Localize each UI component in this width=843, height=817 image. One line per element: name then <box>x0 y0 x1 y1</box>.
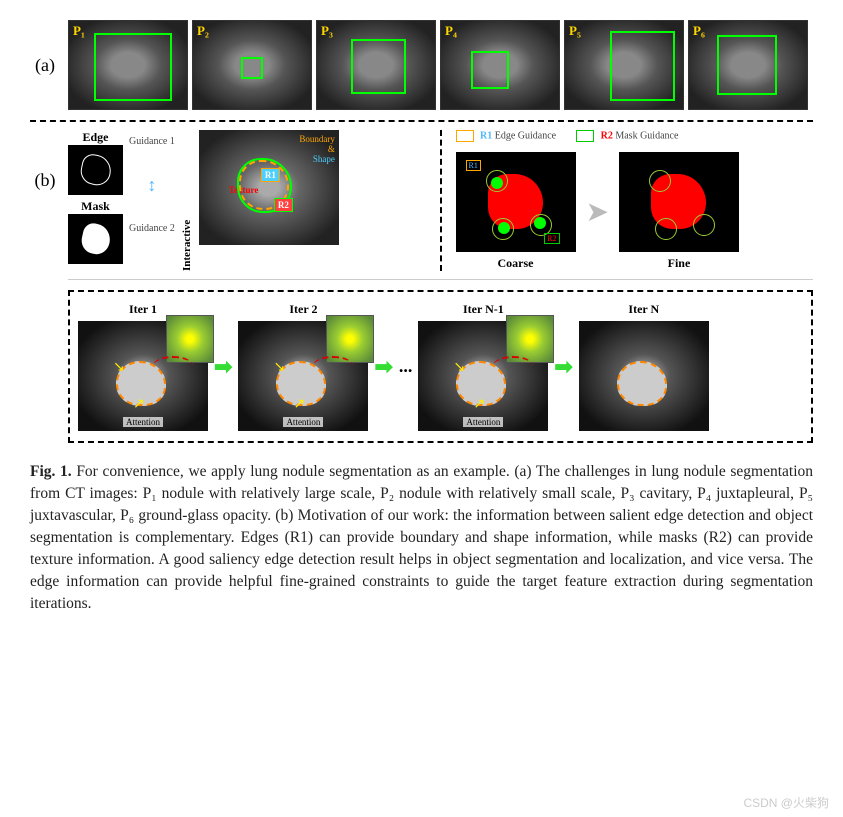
iter-label: Iter 2 <box>289 302 317 317</box>
bbox <box>471 51 509 89</box>
p-label: P₄ <box>445 23 457 39</box>
bbox <box>610 31 675 101</box>
row-a: (a) P₁ P₂ P₃ P₄ P₅ P₆ <box>30 20 813 110</box>
bbox <box>94 33 172 101</box>
attention-label: Attention <box>463 417 503 427</box>
boundary-label: Boundary & Shape <box>299 134 335 164</box>
coarse-item: R1 R2 Coarse <box>456 152 576 271</box>
iter-item-1: Iter 1 ↘↗Attention <box>78 302 208 431</box>
ct-thumb-2: P₂ <box>192 20 312 110</box>
figure-caption: Fig. 1. For convenience, we apply lung n… <box>30 461 813 615</box>
mask-item: Mask <box>68 199 123 264</box>
iter-label: Iter 1 <box>129 302 157 317</box>
vertical-divider <box>440 130 442 271</box>
fine-title: Fine <box>619 256 739 271</box>
b-left-panel: Edge Mask Guidance 1 ↕ Guidance 2 Inte <box>68 130 426 271</box>
coarse-title: Coarse <box>456 256 576 271</box>
guidance2-label: Guidance 2 <box>129 223 175 234</box>
p-label: P₃ <box>321 23 333 39</box>
arrow-icon: ➡ <box>554 354 572 380</box>
edge-item: Edge <box>68 130 123 195</box>
row-b-top: Edge Mask Guidance 1 ↕ Guidance 2 Inte <box>68 130 813 280</box>
arrow-icon: ➡ <box>214 354 232 380</box>
p-label: P₅ <box>569 23 581 39</box>
mask-box <box>68 214 123 264</box>
iter-item-4: Iter N <box>579 302 709 431</box>
row-b-label: (b) <box>30 170 60 191</box>
caption-text: For convenience, we apply lung nodule se… <box>30 463 813 612</box>
legend-r2: R2 Mask Guidance <box>576 130 678 142</box>
watermark: CSDN @火柴狗 <box>743 794 829 811</box>
bbox <box>717 35 777 95</box>
coarse-fine-row: R1 R2 Coarse ➤ <box>456 152 814 271</box>
ct-thumb-4: P₄ <box>440 20 560 110</box>
coarse-box: R1 R2 <box>456 152 576 252</box>
p-label: P₆ <box>693 23 705 39</box>
interactive-column: Guidance 1 ↕ Guidance 2 <box>129 130 175 240</box>
ct-thumb-5: P₅ <box>564 20 684 110</box>
r1-tag: R1 <box>261 168 280 182</box>
row-a-label: (a) <box>30 55 60 76</box>
horizontal-divider <box>30 120 813 122</box>
iter-item-3: Iter N-1 ↘↗Attention <box>418 302 548 431</box>
b-right-panel: R1 Edge Guidance R2 Mask Guidance <box>456 130 814 271</box>
ellipsis: ... <box>399 356 413 377</box>
legend-row: R1 Edge Guidance R2 Mask Guidance <box>456 130 814 142</box>
edge-box <box>68 145 123 195</box>
guidance1-label: Guidance 1 <box>129 136 175 147</box>
attention-label: Attention <box>283 417 323 427</box>
attention-label: Attention <box>123 417 163 427</box>
iter-label: Iter N-1 <box>463 302 504 317</box>
iter-ct-box: ↘↗Attention <box>78 321 208 431</box>
interactive-vtext: Interactive <box>181 130 193 271</box>
bbox <box>351 39 406 94</box>
fig-label: Fig. 1. <box>30 463 72 480</box>
iter-ct-box <box>579 321 709 431</box>
center-ct-preview: Boundary & Shape Texture R1 R2 <box>199 130 339 245</box>
p-label: P₁ <box>73 23 85 39</box>
row-b: (b) Edge Mask Guidance 1 <box>30 130 813 443</box>
edge-label: Edge <box>68 130 123 145</box>
arrow-icon: ➤ <box>586 195 609 229</box>
arrow-icon: ➡ <box>374 354 392 380</box>
ct-thumb-3: P₃ <box>316 20 436 110</box>
p-label: P₂ <box>197 23 209 39</box>
iter-ct-box: ↘↗Attention <box>238 321 368 431</box>
ct-thumb-6: P₆ <box>688 20 808 110</box>
iteration-panel: Iter 1↘↗Attention➡Iter 2↘↗Attention➡...I… <box>68 290 813 443</box>
ct-thumbnail-row: P₁ P₂ P₃ P₄ P₅ P₆ <box>68 20 813 110</box>
r2-tag: R2 <box>274 198 293 212</box>
bbox <box>241 57 263 79</box>
mask-label: Mask <box>68 199 123 214</box>
ct-thumb-1: P₁ <box>68 20 188 110</box>
figure-container: (a) P₁ P₂ P₃ P₄ P₅ P₆ (b) Edge Mask <box>30 20 813 615</box>
fine-item: Fine <box>619 152 739 271</box>
legend-r1: R1 Edge Guidance <box>456 130 557 142</box>
iter-item-2: Iter 2 ↘↗Attention <box>238 302 368 431</box>
iter-ct-box: ↘↗Attention <box>418 321 548 431</box>
fine-box <box>619 152 739 252</box>
edge-mask-column: Edge Mask <box>68 130 123 271</box>
iter-label: Iter N <box>628 302 659 317</box>
